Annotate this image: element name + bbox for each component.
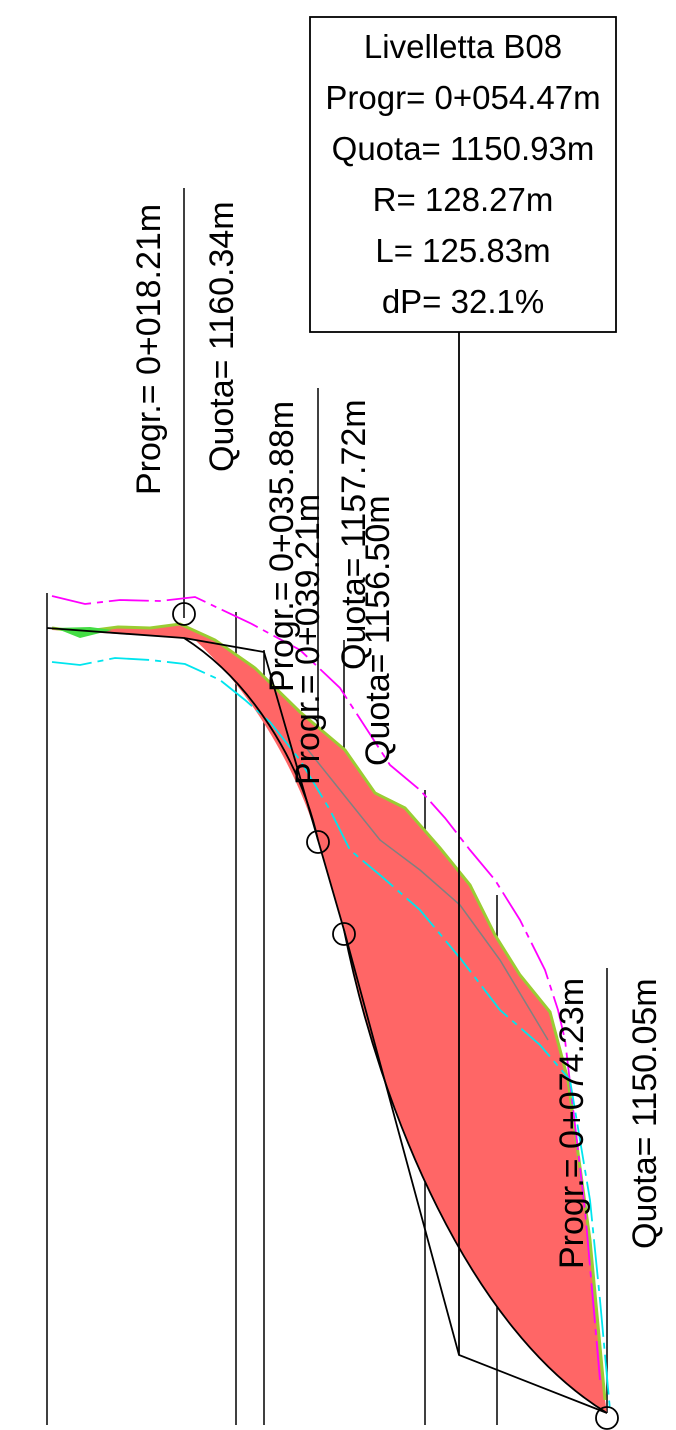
axis-guide-line — [299, 739, 549, 1041]
info-box: Livelletta B08 Progr= 0+054.47m Quota= 1… — [309, 16, 617, 333]
station-marker — [595, 1406, 619, 1430]
cut-area — [52, 624, 607, 1413]
info-box-radius: R= 128.27m — [373, 181, 554, 218]
station-marker — [306, 830, 330, 854]
info-box-quota: Quota= 1150.93m — [332, 130, 595, 167]
info-box-slope: dP= 32.1% — [382, 283, 544, 320]
station-labels: Progr.= 0+018.21m Quota= 1160.34m Progr.… — [130, 201, 664, 1269]
design-profile — [46, 332, 608, 1414]
terrain-line — [51, 622, 607, 1401]
info-box-progr: Progr= 0+054.47m — [325, 79, 600, 116]
station-progr-label: Progr.= 0+039.21m — [289, 494, 327, 785]
vertical-curve — [46, 627, 608, 1414]
station-quota-label: Quota= 1160.34m — [203, 201, 241, 472]
info-box-frame — [309, 16, 617, 333]
info-box-title: Livelletta B08 — [364, 28, 562, 65]
info-box-length: L= 125.83m — [375, 232, 550, 269]
station-marker — [332, 922, 356, 946]
tangent-polygon — [183, 637, 319, 841]
station-quota-label: Quota= 1156.50m — [359, 495, 397, 766]
station-marker — [172, 602, 196, 626]
station-progr-label: Progr.= 0+018.21m — [130, 204, 168, 495]
lower-offset-line — [51, 657, 611, 1411]
station-quota-label: Quota= 1150.05m — [626, 978, 664, 1249]
station-quota-label: Quota= 1157.72m — [335, 399, 373, 670]
station-progr-label: Progr.= 0+035.88m — [263, 401, 301, 692]
station-progr-label: Progr.= 0+074.23m — [553, 978, 591, 1269]
upper-offset-line — [51, 595, 601, 1381]
station-markers — [172, 602, 619, 1430]
